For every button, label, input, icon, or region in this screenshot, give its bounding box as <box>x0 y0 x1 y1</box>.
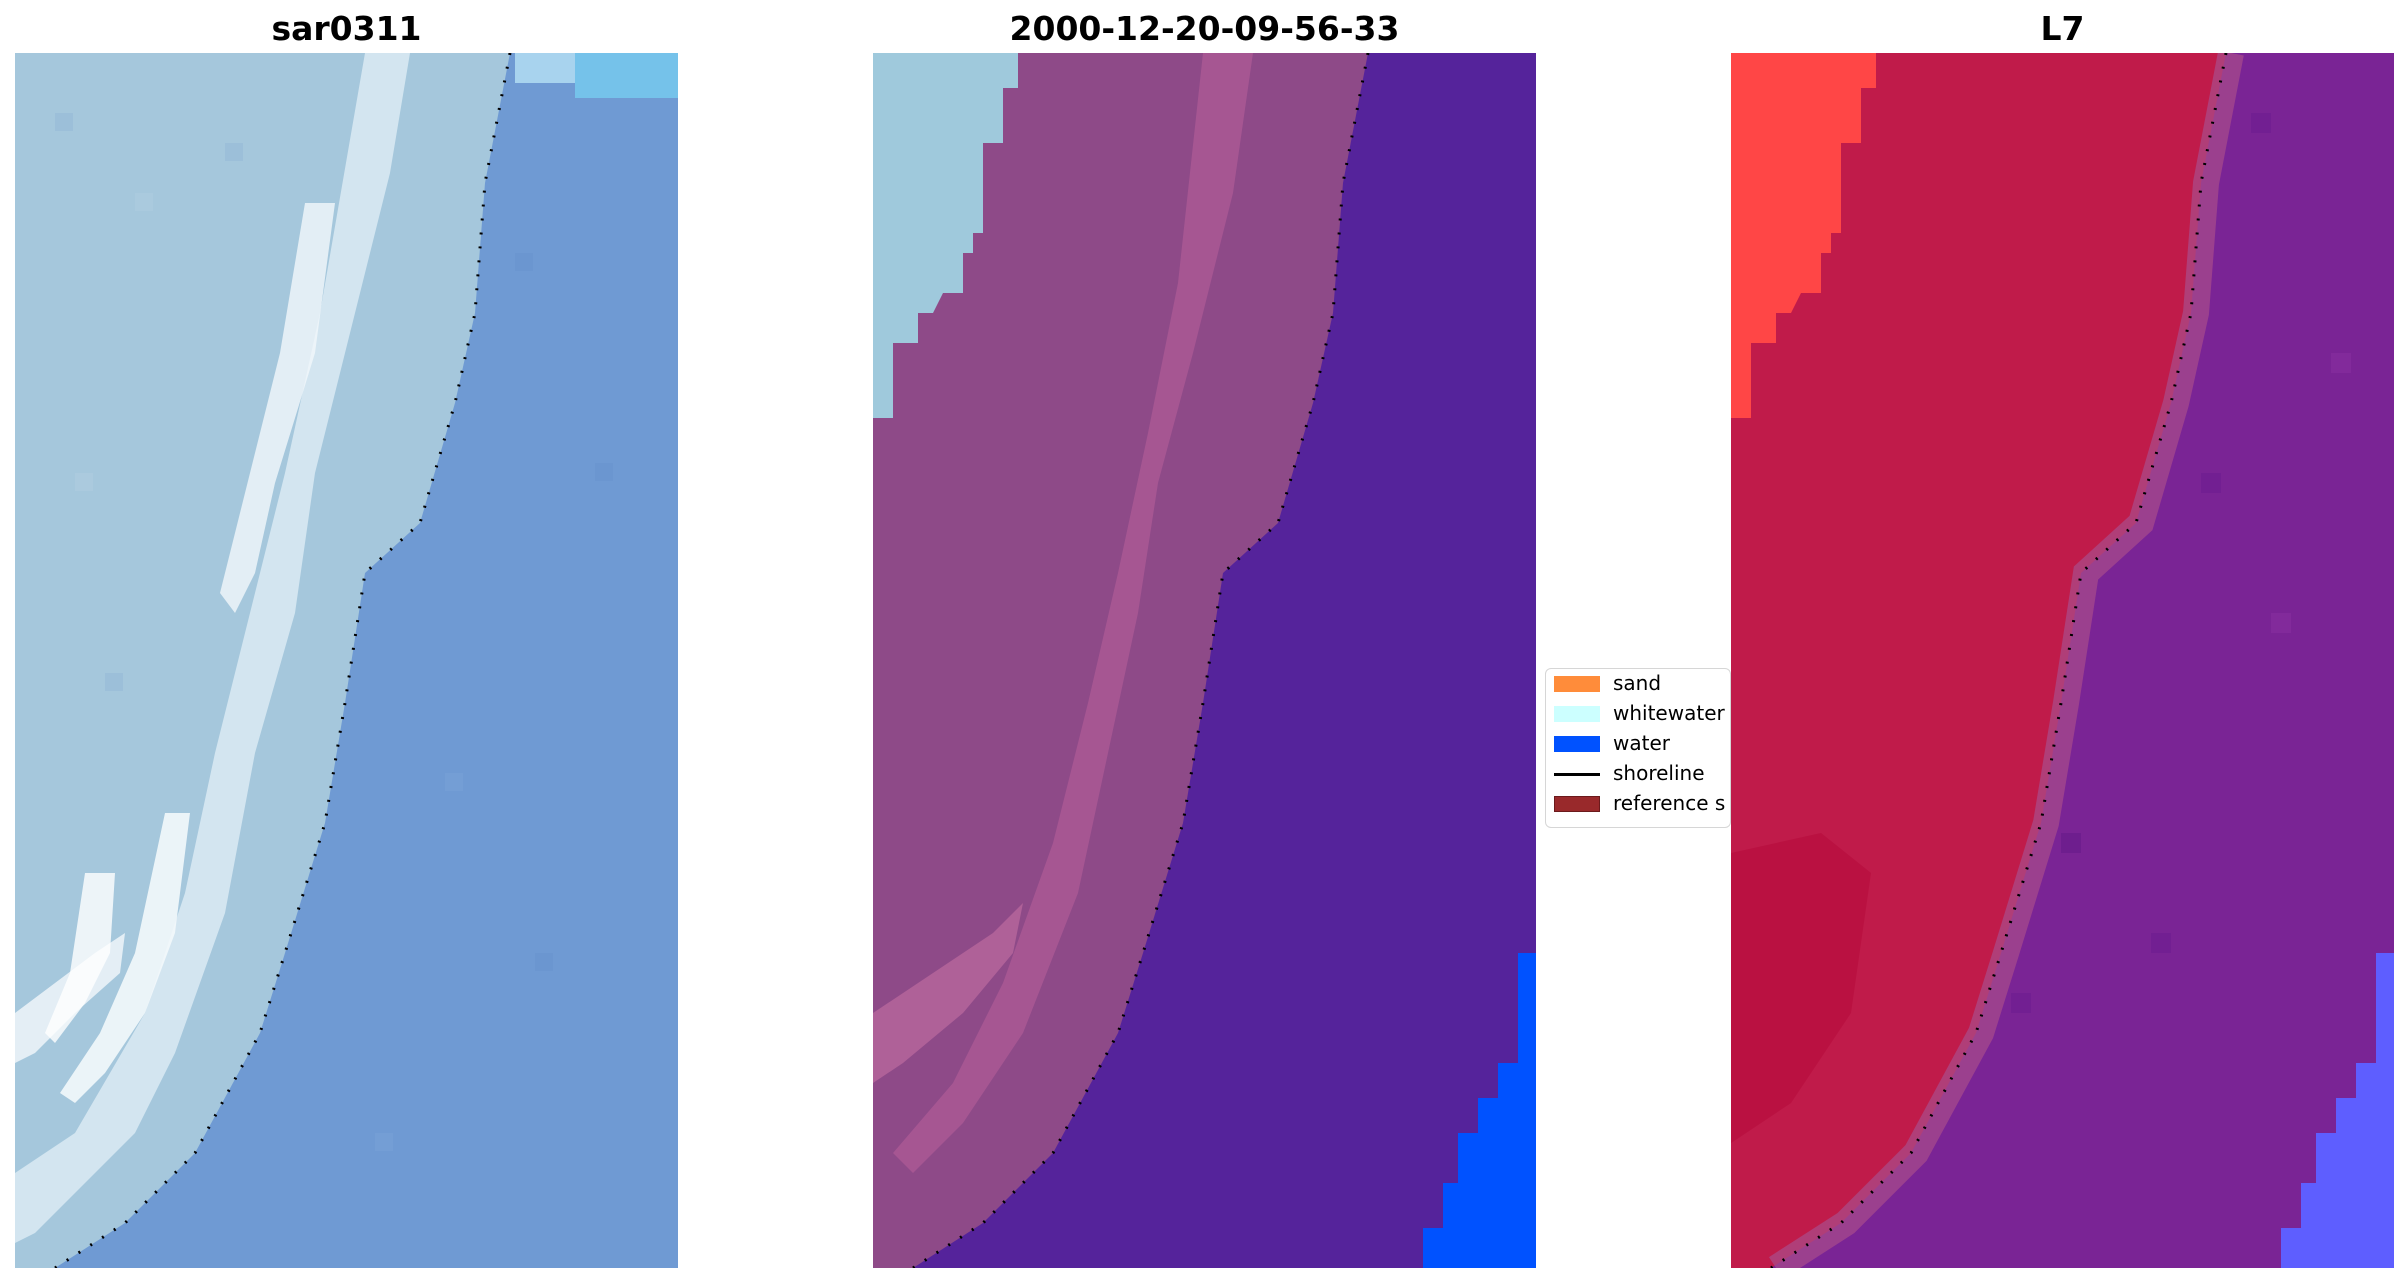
classified-image <box>873 53 1536 1268</box>
legend-item-whitewater: whitewater <box>1546 699 1730 729</box>
legend-label: shoreline <box>1613 761 1705 785</box>
nir-image <box>1731 53 2394 1268</box>
rgb-image-panel <box>15 53 678 1268</box>
legend-item-sand: sand <box>1546 669 1730 699</box>
legend-item-shoreline: shoreline <box>1546 759 1730 789</box>
legend-item-reference: reference s <box>1546 789 1730 819</box>
legend-item-water: water <box>1546 729 1730 759</box>
classified-image-panel <box>873 53 1536 1268</box>
legend-label: reference s <box>1613 791 1726 815</box>
panel-title-rgb: sar0311 <box>271 9 422 48</box>
shoreline-trace <box>54 53 512 1268</box>
legend-swatch-sand <box>1554 676 1600 692</box>
legend-swatch-reference <box>1554 796 1600 812</box>
nir-image-panel <box>1731 53 2394 1268</box>
panel-title-classified: 2000-12-20-09-56-33 <box>1009 9 1400 48</box>
panel-title-nir: L7 <box>2040 9 2085 48</box>
legend-label: whitewater <box>1613 701 1725 725</box>
legend-swatch-water <box>1554 736 1600 752</box>
pixel-texture <box>55 113 613 1151</box>
legend-line-shoreline <box>1554 773 1600 776</box>
shoreline-trace <box>1770 53 2228 1268</box>
legend-swatch-whitewater <box>1554 706 1600 722</box>
legend-label: sand <box>1613 671 1662 695</box>
legend-label: water <box>1613 731 1670 755</box>
rgb-image <box>15 53 678 1268</box>
shoreline-trace <box>912 53 1370 1268</box>
legend: sand whitewater water shoreline referenc… <box>1545 668 1731 828</box>
